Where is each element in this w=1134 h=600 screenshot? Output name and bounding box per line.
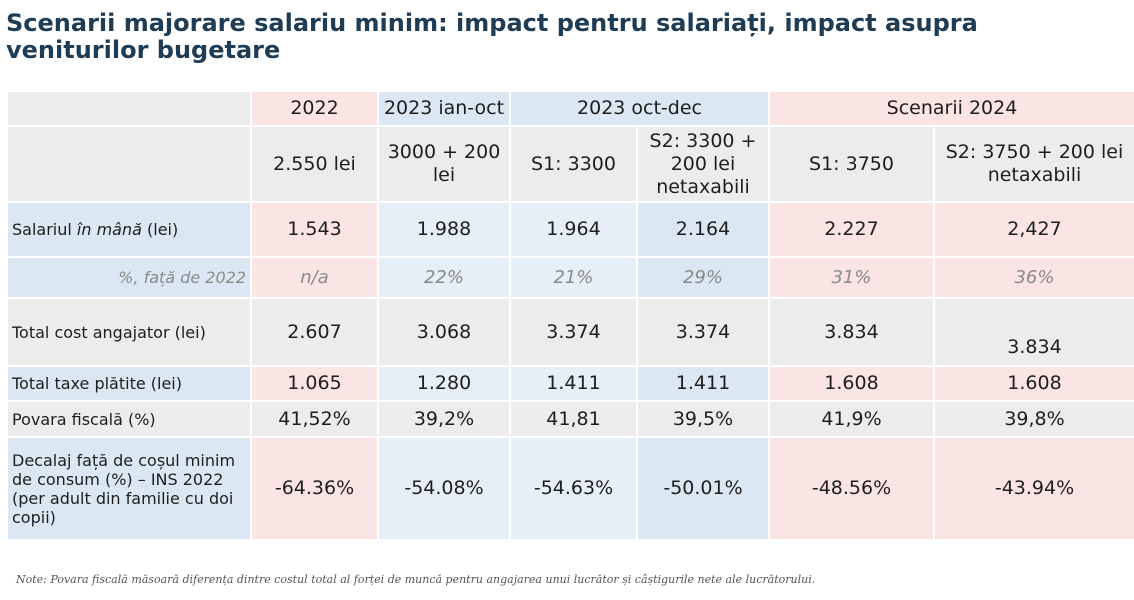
sub-header: S1: 3300 — [511, 127, 636, 201]
row-percent: %, față de 2022 n/a 22% 21% 29% 31% 36% — [8, 258, 1134, 297]
cell: 1.543 — [252, 203, 377, 256]
row-salary: Salariul în mână (lei) 1.543 1.988 1.964… — [8, 203, 1134, 256]
cell: -43.94% — [935, 438, 1134, 539]
cell: 3.374 — [638, 299, 768, 365]
cell: 39,8% — [935, 402, 1134, 436]
cell: 21% — [511, 258, 636, 297]
cell: 1.608 — [935, 367, 1134, 400]
cell: 41,9% — [770, 402, 933, 436]
cell: 29% — [638, 258, 768, 297]
cell: -64.36% — [252, 438, 377, 539]
sub-header: S2: 3750 + 200 lei netaxabili — [935, 127, 1134, 201]
cell: 1.280 — [379, 367, 509, 400]
sub-header: 3000 + 200 lei — [379, 127, 509, 201]
cell: 3.068 — [379, 299, 509, 365]
cell: n/a — [252, 258, 377, 297]
cell: 1.411 — [511, 367, 636, 400]
row-label: Decalaj față de coșul minim de consum (%… — [8, 438, 250, 539]
corner-cell — [8, 92, 250, 125]
cell: 39,2% — [379, 402, 509, 436]
row-label: Povara fiscală (%) — [8, 402, 250, 436]
header-2023-oct-dec: 2023 oct-dec — [511, 92, 768, 125]
cell: 3.374 — [511, 299, 636, 365]
row-label: Salariul în mână (lei) — [8, 203, 250, 256]
cell: 36% — [935, 258, 1134, 297]
cell: 1.411 — [638, 367, 768, 400]
cell: 1.608 — [770, 367, 933, 400]
sub-header: 2.550 lei — [252, 127, 377, 201]
row-cost: Total cost angajator (lei) 2.607 3.068 3… — [8, 299, 1134, 365]
cell: 2.607 — [252, 299, 377, 365]
sub-header: S2: 3300 + 200 lei netaxabili — [638, 127, 768, 201]
corner-cell — [8, 127, 250, 201]
cell: -54.08% — [379, 438, 509, 539]
salary-scenarios-table: 2022 2023 ian-oct 2023 oct-dec Scenarii … — [6, 90, 1134, 541]
cell: -50.01% — [638, 438, 768, 539]
cell: 22% — [379, 258, 509, 297]
cell: 31% — [770, 258, 933, 297]
header-2023-ian-oct: 2023 ian-oct — [379, 92, 509, 125]
cell: 3.834 — [770, 299, 933, 365]
cell: 1.988 — [379, 203, 509, 256]
row-label: Total taxe plătite (lei) — [8, 367, 250, 400]
header-group-row: 2022 2023 ian-oct 2023 oct-dec Scenarii … — [8, 92, 1134, 125]
cell: 2.227 — [770, 203, 933, 256]
row-burden: Povara fiscală (%) 41,52% 39,2% 41,81 39… — [8, 402, 1134, 436]
row-taxes: Total taxe plătite (lei) 1.065 1.280 1.4… — [8, 367, 1134, 400]
cell: 2,427 — [935, 203, 1134, 256]
cell: 41,81 — [511, 402, 636, 436]
cell: 1.964 — [511, 203, 636, 256]
header-scenarii-2024: Scenarii 2024 — [770, 92, 1134, 125]
cell: -54.63% — [511, 438, 636, 539]
cell: -48.56% — [770, 438, 933, 539]
header-2022: 2022 — [252, 92, 377, 125]
row-label: %, față de 2022 — [8, 258, 250, 297]
row-label: Total cost angajator (lei) — [8, 299, 250, 365]
sub-header: S1: 3750 — [770, 127, 933, 201]
cell: 2.164 — [638, 203, 768, 256]
row-gap: Decalaj față de coșul minim de consum (%… — [8, 438, 1134, 539]
cell: 41,52% — [252, 402, 377, 436]
cell: 39,5% — [638, 402, 768, 436]
cell: 1.065 — [252, 367, 377, 400]
cell: 3.834 — [935, 299, 1134, 365]
footnote: Note: Povara fiscală măsoară diferența d… — [16, 573, 816, 586]
page-title: Scenarii majorare salariu minim: impact … — [6, 9, 978, 64]
header-sub-row: 2.550 lei 3000 + 200 lei S1: 3300 S2: 33… — [8, 127, 1134, 201]
